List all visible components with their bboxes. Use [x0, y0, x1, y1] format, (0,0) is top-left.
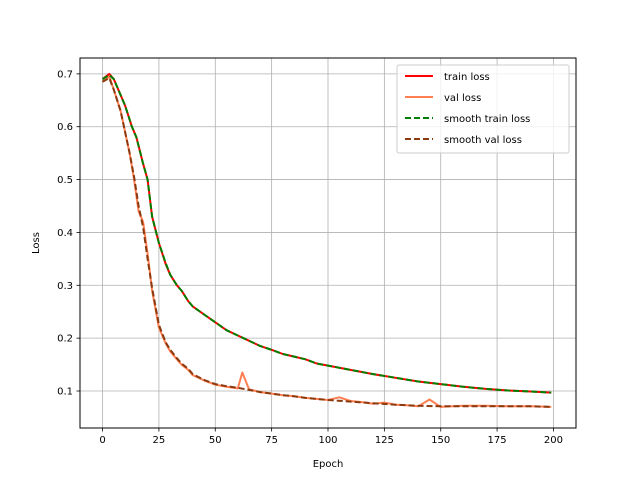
x-axis-label: Epoch: [313, 459, 344, 470]
legend: train loss val loss smooth train loss smoot…: [396, 64, 570, 154]
legend-label: val loss: [444, 93, 481, 104]
series-smooth-train-loss: [101, 73, 552, 394]
x-tick-label: 175: [488, 435, 507, 446]
y-tick-label: 0.3: [57, 281, 73, 292]
y-tick-label: 0.2: [57, 334, 73, 345]
legend-label: train loss: [444, 72, 490, 83]
x-tick-label: 0: [99, 435, 105, 446]
y-axis-ticks: 0.1 0.2 0.3 0.4 0.5 0.6 0.7: [57, 69, 80, 398]
series-lines: [101, 72, 552, 408]
x-axis-ticks: 0 25 50 75 100 125 150 175 200: [99, 428, 563, 446]
y-tick-label: 0.4: [57, 228, 73, 239]
y-tick-label: 0.7: [57, 69, 73, 80]
y-tick-label: 0.5: [57, 175, 73, 186]
y-tick-label: 0.1: [57, 387, 73, 398]
y-tick-label: 0.6: [57, 122, 73, 133]
y-axis-label: Loss: [31, 232, 42, 254]
legend-label: smooth val loss: [444, 135, 522, 146]
legend-label: smooth train loss: [444, 114, 530, 125]
x-tick-label: 25: [153, 435, 166, 446]
x-tick-label: 200: [544, 435, 563, 446]
x-tick-label: 150: [431, 435, 450, 446]
legend-box: [396, 64, 570, 154]
x-tick-label: 50: [209, 435, 222, 446]
x-tick-label: 125: [375, 435, 394, 446]
x-tick-label: 100: [318, 435, 337, 446]
series-smooth-val-loss: [102, 77, 552, 408]
x-tick-label: 75: [265, 435, 278, 446]
